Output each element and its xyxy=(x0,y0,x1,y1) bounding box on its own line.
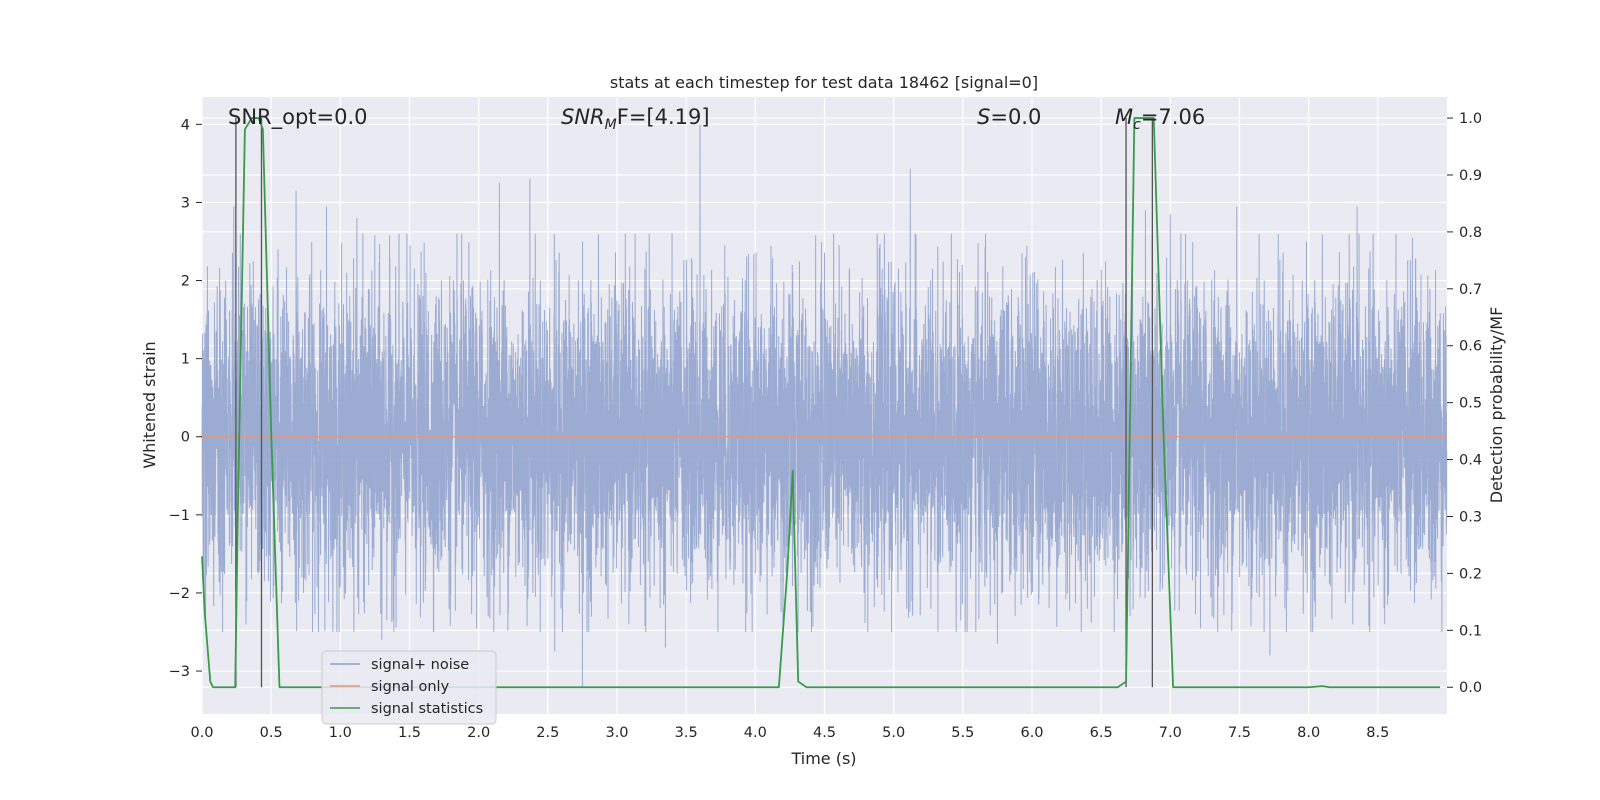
x-axis-label: Time (s) xyxy=(790,749,856,768)
annotation-snr-mf: SNRMF=[4.19] xyxy=(561,105,710,133)
y-tick-label: 1 xyxy=(181,352,190,368)
chart-title: stats at each timestep for test data 184… xyxy=(610,73,1038,92)
y-right-tick-label: 0.8 xyxy=(1459,225,1482,241)
x-tick-label: 2.5 xyxy=(536,725,559,741)
legend-label-signal-noise: signal+ noise xyxy=(371,657,469,673)
y-right-axis-ticks: 1.0 0.9 0.8 0.7 0.6 0.5 0.4 0.3 0.2 0.1 0.0 xyxy=(1447,111,1482,696)
y-tick-label: −3 xyxy=(169,664,190,680)
x-tick-label: 0.5 xyxy=(260,725,283,741)
y-right-tick-label: 0.2 xyxy=(1459,566,1482,582)
x-tick-label: 3.0 xyxy=(605,725,628,741)
y-right-tick-label: 0.1 xyxy=(1459,623,1482,639)
series-signal-noise xyxy=(201,124,1448,687)
y-tick-label: 4 xyxy=(181,117,190,133)
y-tick-label: 3 xyxy=(181,195,190,211)
x-tick-label: 5.5 xyxy=(951,725,974,741)
x-tick-label: 5.0 xyxy=(882,725,905,741)
y-tick-label: −1 xyxy=(169,508,190,524)
x-tick-label: 2.0 xyxy=(467,725,490,741)
annotation-snr-mf-rest: F=[4.19] xyxy=(617,105,710,129)
annotation-snr-opt: SNR_opt=0.0 xyxy=(228,105,368,130)
x-tick-label: 3.5 xyxy=(675,725,698,741)
y-axis-ticks: 4 3 2 1 0 −1 −2 −3 xyxy=(169,117,202,680)
y-tick-label: 0 xyxy=(181,430,190,446)
x-tick-label: 4.0 xyxy=(744,725,767,741)
noise-trace xyxy=(201,124,1448,687)
x-tick-label: 7.5 xyxy=(1228,725,1251,741)
x-tick-label: 1.5 xyxy=(398,725,421,741)
annotation-mc-main: M xyxy=(1115,105,1133,129)
y-tick-label: 2 xyxy=(181,274,190,290)
y-right-tick-label: 0.5 xyxy=(1459,396,1482,412)
x-tick-label: 6.5 xyxy=(1090,725,1113,741)
x-tick-label: 8.5 xyxy=(1366,725,1389,741)
y-right-tick-label: 0.9 xyxy=(1459,168,1482,184)
legend: signal+ noise signal only signal statist… xyxy=(321,650,497,725)
y-right-tick-label: 0.0 xyxy=(1459,680,1482,696)
y-right-axis-label: Detection probability/MF xyxy=(1487,307,1506,504)
legend-label-signal-only: signal only xyxy=(371,679,450,695)
legend-box xyxy=(321,650,497,725)
x-tick-label: 4.5 xyxy=(813,725,836,741)
series-signal-statistics xyxy=(201,117,1441,689)
x-tick-label: 6.0 xyxy=(1020,725,1043,741)
annotation-s-main: S xyxy=(977,105,990,129)
x-axis-ticks: 0.0 0.5 1.0 1.5 2.0 2.5 3.0 3.5 4.0 4.5 5.0 5.5 6.0 6… xyxy=(190,725,1389,741)
annotation-snr-mf-main: SNR xyxy=(561,105,605,129)
x-tick-label: 7.0 xyxy=(1159,725,1182,741)
x-tick-label: 8.0 xyxy=(1297,725,1320,741)
y-right-tick-label: 0.3 xyxy=(1459,509,1482,525)
x-tick-label: 0.0 xyxy=(190,725,213,741)
y-right-tick-label: 0.7 xyxy=(1459,282,1482,298)
legend-label-signal-statistics: signal statistics xyxy=(371,701,483,717)
y-right-tick-label: 0.4 xyxy=(1459,453,1482,469)
annotation-s: S=0.0 xyxy=(977,105,1041,129)
x-tick-label: 1.0 xyxy=(329,725,352,741)
y-right-tick-label: 1.0 xyxy=(1459,111,1482,127)
annotation-snr-mf-sub: M xyxy=(605,117,617,133)
annotation-mc-sub: c xyxy=(1133,117,1141,133)
annotation-mc-rest: =7.06 xyxy=(1141,105,1205,129)
y-axis-label: Whitened strain xyxy=(140,341,159,468)
y-tick-label: −2 xyxy=(169,586,190,602)
annotation-mc: Mc=7.06 xyxy=(1115,105,1205,133)
annotation-s-rest: =0.0 xyxy=(990,105,1041,129)
y-right-tick-label: 0.6 xyxy=(1459,339,1482,355)
